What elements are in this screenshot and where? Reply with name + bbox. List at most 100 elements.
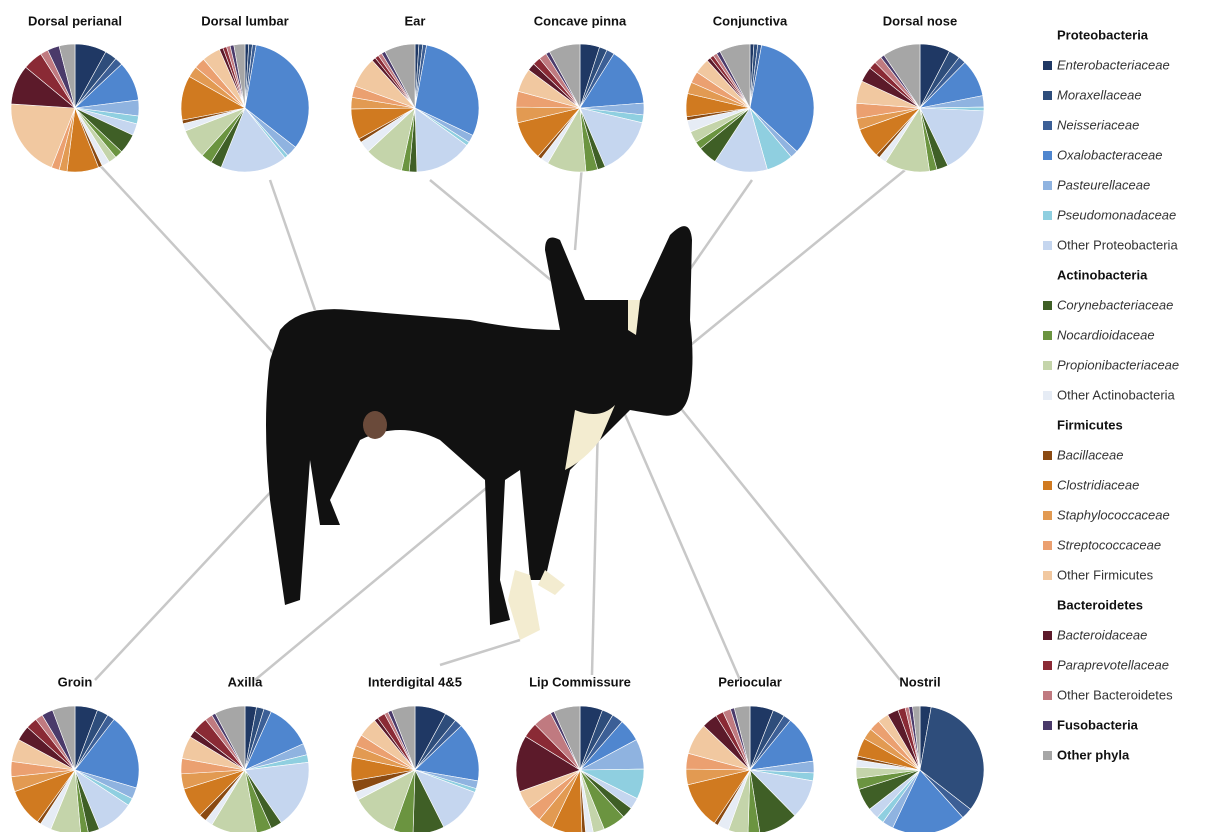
legend-label: Pasteurellaceae <box>1057 177 1150 192</box>
legend-swatch <box>1043 211 1052 220</box>
dog-chest <box>565 405 615 470</box>
legend-label: Corynebacteriaceae <box>1057 297 1173 312</box>
dog-detail <box>363 411 387 439</box>
legend-swatch <box>1043 331 1052 340</box>
legend-heading: Bacteroidetes <box>1057 597 1143 612</box>
pie-slice <box>579 53 645 109</box>
dog-paw <box>538 570 565 595</box>
pie-title: Dorsal lumbar <box>201 13 288 28</box>
legend-label: Other Bacteroidetes <box>1057 687 1173 702</box>
pie-slice <box>220 107 286 173</box>
dog-blaze <box>628 300 640 335</box>
legend-label: Neisseriaceae <box>1057 117 1139 132</box>
legend-label: Staphylococcaceae <box>1057 507 1170 522</box>
pie-slice <box>749 769 796 832</box>
connector <box>669 394 901 681</box>
legend-label: Fusobacteria <box>1057 717 1139 732</box>
pie-slice <box>912 705 921 771</box>
pie-title: Nostril <box>899 674 940 689</box>
legend-label: Propionibacteriaceae <box>1057 357 1179 372</box>
legend-label: Other Proteobacteria <box>1057 237 1178 252</box>
legend-label: Moraxellaceae <box>1057 87 1142 102</box>
pie-slice <box>414 44 480 136</box>
pie-slice <box>74 769 89 832</box>
legend-swatch <box>1043 151 1052 160</box>
pie-slice <box>892 769 964 832</box>
pie-slice <box>74 718 140 789</box>
legend-swatch <box>1043 121 1052 130</box>
pie-slice <box>919 107 985 167</box>
pie-slice <box>733 705 751 771</box>
pie-slice <box>579 107 643 168</box>
legend-swatch <box>1043 61 1052 70</box>
connector <box>439 638 521 667</box>
legend-label: Bacteroidaceae <box>1057 627 1147 642</box>
legend-swatch <box>1043 511 1052 520</box>
pie-slice <box>883 43 921 109</box>
legend-label: Paraprevotellaceae <box>1057 657 1169 672</box>
legend-heading: Actinobacteria <box>1057 267 1148 282</box>
pie-slice <box>391 705 416 771</box>
connector <box>590 419 600 676</box>
pie-slice <box>549 43 581 109</box>
legend-swatch <box>1043 571 1052 580</box>
legend-swatch <box>1043 451 1052 460</box>
dog-silhouette <box>266 226 693 625</box>
legend-label: Clostridiaceae <box>1057 477 1139 492</box>
pie-title: Periocular <box>718 674 782 689</box>
pie-slice <box>579 769 594 832</box>
pie-slice <box>233 43 246 109</box>
pie-slice <box>719 43 751 109</box>
legend-heading: Firmicutes <box>1057 417 1123 432</box>
legend-label: Pseudomonadaceae <box>1057 207 1176 222</box>
connector <box>573 164 584 251</box>
legend-swatch <box>1043 751 1052 760</box>
pie-slice <box>414 107 468 173</box>
pie-slice <box>749 44 815 152</box>
pie-slice <box>919 706 985 810</box>
legend-label: Nocardioidaceae <box>1057 327 1155 342</box>
pie-slice <box>74 769 100 832</box>
pie-slice <box>412 769 445 832</box>
legend-label: Streptococcaceae <box>1057 537 1161 552</box>
pie-slice <box>244 44 310 148</box>
pie-title: Interdigital 4&5 <box>368 674 462 689</box>
pie-slice <box>714 107 768 173</box>
dog-photo <box>266 226 693 640</box>
dog-paw <box>508 570 540 640</box>
pie-title: Ear <box>405 13 426 28</box>
pie-slice <box>515 735 581 792</box>
legend-swatch <box>1043 481 1052 490</box>
connector <box>254 484 491 681</box>
legend-label: Oxalobacteraceae <box>1057 147 1163 162</box>
pie-title: Dorsal nose <box>883 13 957 28</box>
legend-swatch <box>1043 241 1052 250</box>
legend-swatch <box>1043 391 1052 400</box>
legend-label: Other phyla <box>1057 747 1130 762</box>
pie-slice <box>579 769 605 832</box>
legend-swatch <box>1043 91 1052 100</box>
pie-slice <box>10 103 76 168</box>
legend-heading: Proteobacteria <box>1057 27 1149 42</box>
legend-label: Enterobacteriaceae <box>1057 57 1170 72</box>
connector <box>608 379 742 681</box>
pie-title: Concave pinna <box>534 13 627 28</box>
pie-slice <box>244 761 310 824</box>
legend-swatch <box>1043 301 1052 310</box>
pie-slice <box>52 705 76 771</box>
pie-title: Groin <box>58 674 93 689</box>
legend-label: Other Firmicutes <box>1057 567 1154 582</box>
pie-slice <box>747 769 761 832</box>
connector <box>268 179 317 311</box>
pie-slice <box>553 705 581 771</box>
legend-label: Bacillaceae <box>1057 447 1124 462</box>
legend-swatch <box>1043 631 1052 640</box>
connector <box>659 169 906 371</box>
legend-swatch <box>1043 361 1052 370</box>
legend-swatch <box>1043 721 1052 730</box>
legend-label: Other Actinobacteria <box>1057 387 1176 402</box>
pie-title: Lip Commissure <box>529 674 631 689</box>
pie-slice <box>214 705 246 771</box>
pie-slice <box>384 43 416 109</box>
